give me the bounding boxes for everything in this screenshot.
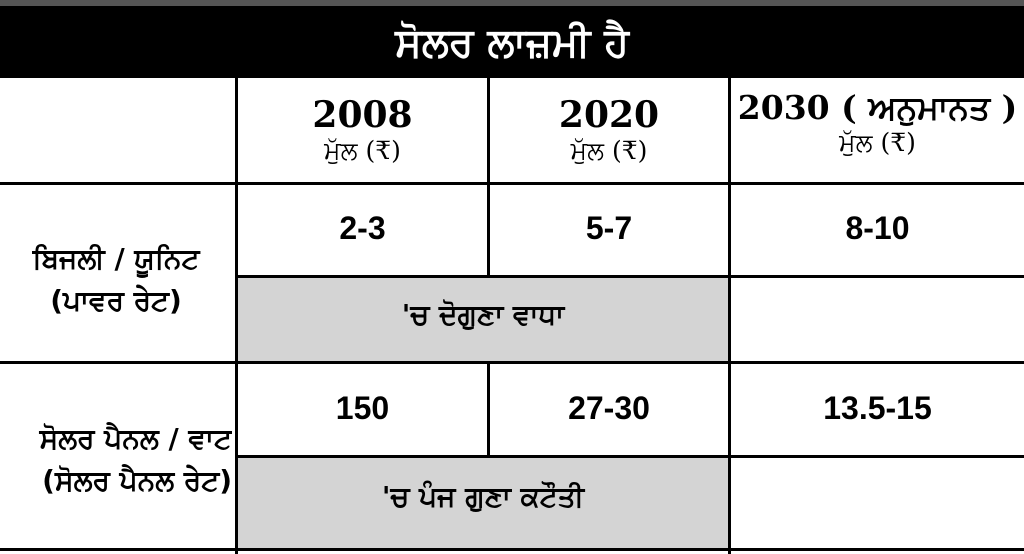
note-cell-power [238,278,728,362]
column-year: 2030 ( ਅਨੁਮਾਨਤ ) [737,88,1018,127]
grid-line [236,455,1024,458]
column-header-2030: 2030 ( ਅਨੁਮਾਨਤ ) ਮੁੱਲ (₹) [731,88,1024,158]
grid-line [0,361,1024,364]
value-power-2008: 2-3 [339,210,386,246]
grid-line [728,78,731,554]
grid-line [487,78,490,278]
column-year: 2020 [558,94,660,136]
row-label-panel: ਸੋਲਰ ਪੈਨਲ / ਵਾਟ (ਸੋਲਰ ਪੈਨਲ ਰੇਟ) [0,418,232,502]
value-panel-2020: 27-30 [568,390,650,426]
column-unit: ਮੁੱਲ (₹) [839,128,916,157]
note-cell-panel [238,458,728,550]
column-unit: ਮੁੱਲ (₹) [570,136,648,165]
row-label-line2: (ਪਾਵਰ ਰੇਟ) [50,284,182,317]
row-label-power: ਬਿਜਲੀ / ਯੂਨਿਟ (ਪਾਵਰ ਰੇਟ) [0,238,232,322]
value-power-2020: 5-7 [585,210,633,246]
note-power: 'ਚ ਦੋਗੁਣਾ ਵਾਧਾ [401,298,565,331]
page-title: ਸੋਲਰ ਲਾਜ਼ਮੀ ਹੈ [395,20,629,66]
grid-line [236,275,1024,278]
value-panel-2008: 150 [335,390,390,426]
grid-line [487,361,490,458]
grid-line [0,182,1024,185]
grid-line [0,548,1024,551]
column-header-2008: 2008 ਮੁੱਲ (₹) [238,94,487,166]
grid-line [235,78,238,554]
column-unit: ਮੁੱਲ (₹) [324,136,401,165]
note-panel: 'ਚ ਪੰਜ ਗੁਣਾ ਕਟੌਤੀ [381,480,585,513]
value-panel-2030: 13.5-15 [823,390,932,426]
row-label-line1: ਸੋਲਰ ਪੈਨਲ / ਵਾਟ [39,422,232,455]
title-bar: ਸੋਲਰ ਲਾਜ਼ਮੀ ਹੈ [0,0,1024,78]
row-label-line1: ਬਿਜਲੀ / ਯੂਨਿਟ [32,242,200,275]
column-header-2020: 2020 ਮੁੱਲ (₹) [490,94,728,166]
value-power-2030: 8-10 [845,210,910,246]
row-label-line2: (ਸੋਲਰ ਪੈਨਲ ਰੇਟ) [42,464,232,497]
column-year: 2008 [312,94,413,136]
